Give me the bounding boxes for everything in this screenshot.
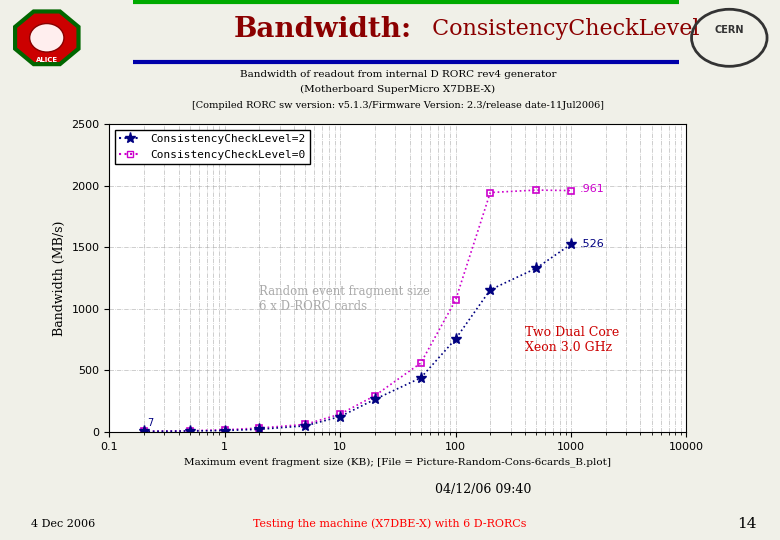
ConsistencyCheckLevel=0 bbox=[416, 360, 425, 366]
Polygon shape bbox=[15, 11, 79, 64]
ConsistencyCheckLevel=0 bbox=[531, 187, 541, 193]
Text: .526: .526 bbox=[580, 239, 605, 249]
ConsistencyCheckLevel=0 bbox=[486, 190, 495, 196]
ConsistencyCheckLevel=0 bbox=[335, 411, 345, 417]
Text: 7: 7 bbox=[147, 418, 154, 428]
Text: CERN: CERN bbox=[714, 25, 744, 35]
ConsistencyCheckLevel=2 bbox=[370, 396, 380, 403]
Text: 4 Dec 2006: 4 Dec 2006 bbox=[31, 519, 95, 529]
ConsistencyCheckLevel=2 bbox=[185, 428, 194, 434]
ConsistencyCheckLevel=0 bbox=[220, 427, 229, 433]
ConsistencyCheckLevel=2 bbox=[140, 428, 149, 435]
ConsistencyCheckLevel=0 bbox=[451, 297, 460, 303]
ConsistencyCheckLevel=2 bbox=[300, 423, 310, 429]
ConsistencyCheckLevel=2 bbox=[255, 426, 264, 433]
Text: ConsistencyCheckLevel: ConsistencyCheckLevel bbox=[425, 18, 700, 40]
Text: Bandwidth:: Bandwidth: bbox=[234, 16, 412, 43]
ConsistencyCheckLevel=2 bbox=[451, 336, 460, 342]
ConsistencyCheckLevel=0 bbox=[300, 421, 310, 428]
ConsistencyCheckLevel=2 bbox=[416, 375, 425, 381]
Line: ConsistencyCheckLevel=0: ConsistencyCheckLevel=0 bbox=[140, 187, 574, 435]
ConsistencyCheckLevel=0 bbox=[566, 187, 576, 194]
ConsistencyCheckLevel=0 bbox=[140, 428, 149, 435]
ConsistencyCheckLevel=2 bbox=[531, 265, 541, 272]
Legend: ConsistencyCheckLevel=2, ConsistencyCheckLevel=0: ConsistencyCheckLevel=2, ConsistencyChec… bbox=[115, 130, 310, 164]
X-axis label: Maximum event fragment size (KB); [File = Picture-Random-Cons-6cards_B.plot]: Maximum event fragment size (KB); [File … bbox=[184, 457, 612, 467]
ConsistencyCheckLevel=0 bbox=[370, 393, 380, 399]
Text: 04/12/06 09:40: 04/12/06 09:40 bbox=[435, 483, 532, 496]
Circle shape bbox=[30, 24, 64, 52]
ConsistencyCheckLevel=2 bbox=[220, 427, 229, 434]
Text: .961: .961 bbox=[580, 185, 605, 194]
ConsistencyCheckLevel=0 bbox=[185, 428, 194, 434]
Y-axis label: Bandwidth (MB/s): Bandwidth (MB/s) bbox=[53, 220, 66, 336]
ConsistencyCheckLevel=2 bbox=[486, 287, 495, 293]
Text: 14: 14 bbox=[737, 517, 757, 531]
Text: Bandwidth of readout from internal D RORC rev4 generator: Bandwidth of readout from internal D ROR… bbox=[239, 70, 556, 79]
ConsistencyCheckLevel=0 bbox=[255, 425, 264, 431]
Text: Two Dual Core
Xeon 3.0 GHz: Two Dual Core Xeon 3.0 GHz bbox=[525, 326, 619, 354]
Text: [Compiled RORC sw version: v5.1.3/Firmware Version: 2.3/release date-11Jul2006]: [Compiled RORC sw version: v5.1.3/Firmwa… bbox=[192, 102, 604, 110]
Text: Random event fragment size
6 x D-RORC cards: Random event fragment size 6 x D-RORC ca… bbox=[260, 285, 431, 313]
ConsistencyCheckLevel=2 bbox=[566, 241, 576, 247]
Text: (Motherboard SuperMicro X7DBE-X): (Motherboard SuperMicro X7DBE-X) bbox=[300, 85, 495, 94]
Text: Testing the machine (X7DBE-X) with 6 D-RORCs: Testing the machine (X7DBE-X) with 6 D-R… bbox=[254, 518, 526, 529]
Line: ConsistencyCheckLevel=2: ConsistencyCheckLevel=2 bbox=[138, 239, 576, 437]
ConsistencyCheckLevel=2 bbox=[335, 414, 345, 420]
Text: ALICE: ALICE bbox=[36, 57, 58, 64]
